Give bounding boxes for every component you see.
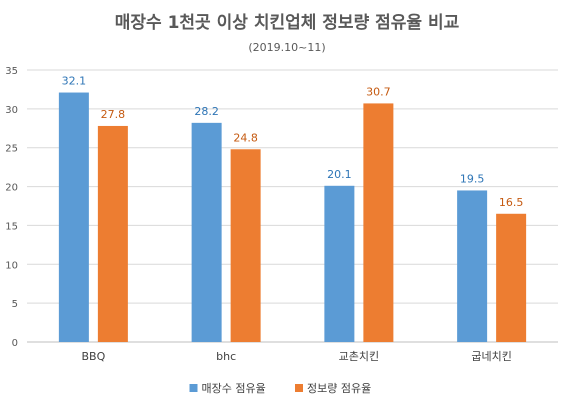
chart-title: 매장수 1천곳 이상 치킨업체 정보량 점유율 비교	[115, 13, 460, 33]
bar	[97, 125, 128, 342]
bar	[496, 213, 527, 342]
bar	[191, 122, 222, 343]
x-tick-label: 교촌치킨	[339, 350, 379, 363]
data-label: 27.8	[101, 108, 126, 121]
legend-swatch	[189, 384, 198, 392]
legend-label: 매장수 점유율	[202, 382, 266, 395]
y-tick-label: 15	[5, 221, 18, 232]
data-label: 24.8	[233, 131, 258, 144]
data-label: 19.5	[460, 172, 485, 185]
bar	[58, 92, 89, 342]
y-tick-label: 10	[5, 260, 18, 271]
data-label: 20.1	[327, 168, 352, 181]
data-labels: 32.1 27.8 28.2 24.8 20.1 30.7 19.5 16.5	[62, 75, 524, 209]
bar	[363, 103, 394, 342]
bar	[457, 190, 488, 342]
y-tick-label: 35	[5, 66, 18, 77]
y-axis-ticks: 0 5 10 15 20 25 30 35	[5, 66, 18, 349]
chart-subtitle: (2019.10~11)	[248, 41, 325, 54]
data-label: 30.7	[366, 85, 391, 98]
data-label: 32.1	[62, 75, 87, 88]
legend-swatch	[295, 384, 303, 392]
bars	[58, 92, 527, 343]
bar	[230, 149, 261, 342]
data-label: 28.2	[194, 105, 219, 118]
x-axis-ticks: BBQ bhc 교촌치킨 굽네치킨	[81, 350, 511, 363]
legend-label: 정보량 점유율	[307, 382, 371, 395]
y-tick-label: 25	[5, 144, 18, 155]
data-label: 16.5	[499, 196, 524, 209]
y-tick-label: 0	[12, 338, 18, 349]
bar	[324, 185, 355, 342]
x-tick-label: BBQ	[81, 350, 105, 363]
x-tick-label: 굽네치킨	[471, 350, 511, 363]
y-tick-label: 30	[5, 105, 18, 116]
x-tick-label: bhc	[216, 350, 236, 363]
y-tick-label: 5	[12, 299, 18, 310]
legend: 매장수 점유율 정보량 점유율	[189, 382, 371, 395]
y-tick-label: 20	[5, 183, 18, 194]
